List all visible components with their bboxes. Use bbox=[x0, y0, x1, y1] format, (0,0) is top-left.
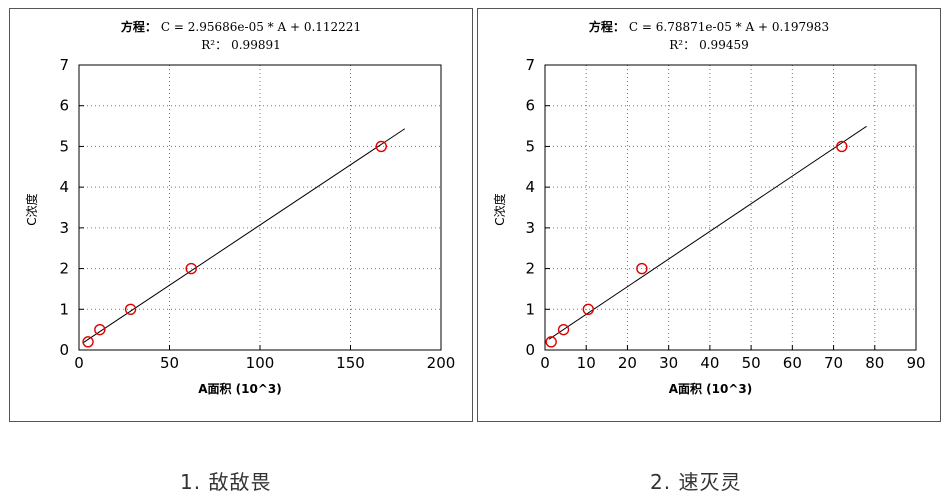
data-point bbox=[124, 303, 137, 315]
y-tick-label: 0 bbox=[525, 341, 535, 359]
y-tick-label: 4 bbox=[525, 178, 535, 196]
chart-1-plot: 0 50 100 150 200 0 1 2 3 4 5 6 7 A面积 (10^3) C浓度 bbox=[24, 56, 456, 396]
x-axis-label: A面积 (10^3) bbox=[669, 381, 753, 396]
y-tick-label: 2 bbox=[59, 260, 69, 278]
data-point bbox=[557, 323, 570, 336]
x-tick-label: 50 bbox=[160, 354, 179, 372]
chart-panel-1: 方程： C = 2.95686e-05 * A + 0.112221 R²： 0.9… bbox=[9, 8, 473, 422]
chart-panel-2: 方程： C = 6.78871e-05 * A + 0.197983 R²： 0.9… bbox=[477, 8, 941, 422]
equation-text: 方程： C = 2.95686e-05 * A + 0.112221 bbox=[10, 18, 472, 35]
x-tick-label: 100 bbox=[246, 354, 275, 372]
x-axis-label: A面积 (10^3) bbox=[198, 381, 282, 396]
x-tick-label: 90 bbox=[906, 354, 925, 372]
r-squared-label: R²： bbox=[201, 38, 228, 52]
y-tick-label: 6 bbox=[59, 97, 69, 115]
x-tick-label: 70 bbox=[824, 354, 843, 372]
y-tick-label: 0 bbox=[59, 341, 69, 359]
y-tick-label: 1 bbox=[59, 300, 69, 318]
x-tick-label: 80 bbox=[865, 354, 884, 372]
data-point bbox=[94, 323, 106, 336]
data-point bbox=[375, 140, 387, 153]
r-squared-text: R²： 0.99891 bbox=[10, 36, 472, 53]
caption-chart-2: 2. 速灭灵 bbox=[650, 470, 742, 494]
y-tick-label: 5 bbox=[59, 137, 69, 155]
y-axis-label: C浓度 bbox=[492, 193, 507, 225]
x-tick-label: 0 bbox=[540, 354, 550, 372]
y-tick-label: 1 bbox=[525, 300, 535, 318]
regression-line bbox=[82, 128, 406, 344]
x-tick-label: 0 bbox=[74, 354, 84, 372]
data-point bbox=[82, 336, 94, 348]
r-squared-value: 0.99459 bbox=[699, 38, 749, 52]
caption-chart-1: 1. 敌敌畏 bbox=[180, 470, 272, 494]
y-tick-label: 2 bbox=[525, 260, 535, 278]
equation-label: 方程： bbox=[588, 20, 625, 34]
x-tick-label: 10 bbox=[577, 354, 596, 372]
equation-label: 方程： bbox=[120, 20, 157, 34]
y-tick-label: 3 bbox=[525, 219, 535, 237]
plot-frame bbox=[78, 64, 442, 351]
y-tick-label: 5 bbox=[525, 137, 535, 155]
x-tick-label: 50 bbox=[742, 354, 761, 372]
equation-value: C = 6.78871e-05 * A + 0.197983 bbox=[628, 20, 830, 34]
regression-line bbox=[548, 125, 867, 340]
r-squared-label: R²： bbox=[669, 38, 696, 52]
y-tick-label: 7 bbox=[525, 56, 535, 74]
data-point bbox=[636, 262, 648, 275]
r-squared-value: 0.99891 bbox=[231, 38, 281, 52]
data-point bbox=[836, 140, 848, 153]
y-axis-label: C浓度 bbox=[24, 193, 39, 225]
y-tick-label: 6 bbox=[525, 97, 535, 115]
x-tick-label: 60 bbox=[783, 354, 802, 372]
equation-text: 方程： C = 6.78871e-05 * A + 0.197983 bbox=[478, 18, 940, 35]
x-tick-label: 20 bbox=[618, 354, 637, 372]
x-tick-label: 200 bbox=[427, 354, 456, 372]
equation-value: C = 2.95686e-05 * A + 0.112221 bbox=[160, 20, 362, 34]
data-point bbox=[185, 262, 197, 275]
data-point bbox=[545, 336, 557, 348]
x-tick-label: 150 bbox=[336, 354, 365, 372]
r-squared-text: R²： 0.99459 bbox=[478, 36, 940, 53]
x-tick-label: 30 bbox=[659, 354, 678, 372]
y-tick-label: 4 bbox=[59, 178, 69, 196]
data-point bbox=[582, 303, 594, 315]
y-tick-label: 7 bbox=[59, 56, 69, 74]
x-tick-label: 40 bbox=[700, 354, 719, 372]
plot-frame bbox=[544, 64, 917, 351]
y-tick-label: 3 bbox=[59, 219, 69, 237]
chart-2-plot: 0 10 20 30 40 50 60 70 80 90 0 1 2 3 4 5 6 7 A面积 (10^3) C浓度 bbox=[492, 56, 926, 396]
